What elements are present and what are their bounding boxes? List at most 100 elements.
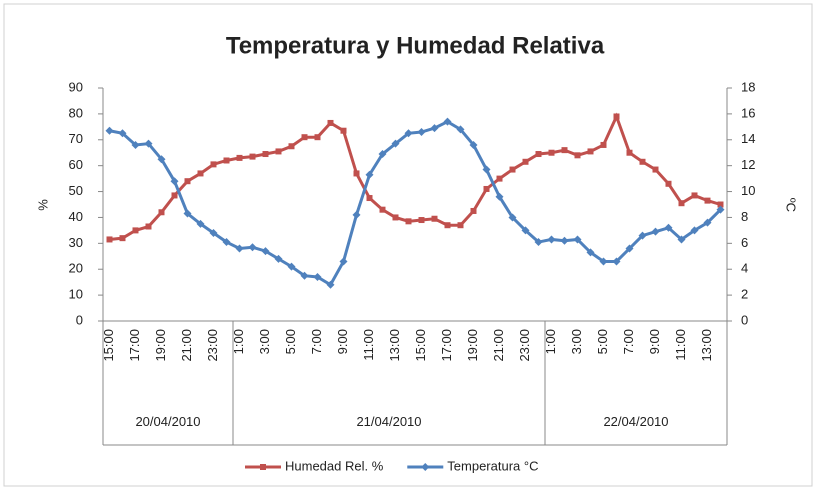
point [183,209,192,218]
point [704,197,711,204]
point [327,119,334,126]
chart-title: Temperatura y Humedad Relativa [226,32,605,59]
point [209,228,218,237]
point [482,165,491,174]
x-tick-label: 1:00 [543,329,558,354]
point [625,244,634,253]
legend-marker [260,464,266,470]
x-tick-label: 21:00 [179,329,194,362]
x-tick-label: 3:00 [569,329,584,354]
point [288,143,295,150]
point [118,129,127,138]
x-tick-label: 9:00 [647,329,662,354]
point [716,205,725,214]
y2-tick-label: 0 [741,312,748,327]
point [561,147,568,154]
x-tick-label: 23:00 [205,329,220,362]
y-tick-label: 80 [69,105,83,120]
point [353,170,360,177]
point [456,125,465,134]
y-tick-label: 0 [76,312,83,327]
point [677,235,686,244]
x-tick-label: 15:00 [413,329,428,362]
y2-axis-title: ºC [784,198,799,212]
x-tick-label: 19:00 [153,329,168,362]
point [222,238,231,247]
x-tick-label: 11:00 [673,329,688,361]
point [405,218,412,225]
point [651,227,660,236]
legend-label: Temperatura °C [447,458,538,473]
point [300,271,309,280]
point [314,134,321,141]
point [418,217,425,224]
point [548,149,555,156]
point [573,235,582,244]
point [275,148,282,155]
x-tick-label: 1:00 [231,329,246,354]
x-tick-label: 17:00 [127,329,142,362]
point [444,222,451,229]
y-axis-title: % [35,199,50,211]
y2-tick-label: 8 [741,209,748,224]
point [690,226,699,235]
point [586,248,595,257]
point [612,257,621,266]
point [170,177,179,186]
x-tick-label: 19:00 [465,329,480,362]
x-tick-label: 17:00 [439,329,454,362]
point [223,157,230,164]
x-tick-label: 7:00 [621,329,636,354]
chart-frame [3,3,813,487]
point [379,206,386,213]
point [430,124,439,133]
point [248,243,257,252]
y2-tick-label: 14 [741,131,755,146]
x-tick-label: 3:00 [257,329,272,354]
point [210,161,217,168]
y-tick-label: 50 [69,183,83,198]
point [184,178,191,185]
x-tick-label: 11:00 [361,329,376,361]
point [197,170,204,177]
x-tick-label: 5:00 [595,329,610,354]
point [431,215,438,222]
point [638,231,647,240]
point [534,238,543,247]
y-tick-label: 70 [69,131,83,146]
legend-label: Humedad Rel. % [285,458,384,473]
point [521,226,530,235]
point [417,128,426,137]
point [301,134,308,141]
point [262,151,269,158]
y2-tick-label: 12 [741,157,755,172]
y-tick-label: 90 [69,79,83,94]
point [249,153,256,160]
x-group-label: 22/04/2010 [603,414,668,429]
point [145,223,152,230]
point [522,158,529,165]
y2-tick-label: 4 [741,261,748,276]
point [131,140,140,149]
point [547,235,556,244]
point [678,200,685,207]
y2-tick-label: 16 [741,105,755,120]
point [392,214,399,221]
legend-marker [421,463,430,471]
point [313,272,322,281]
point [391,139,400,148]
point [352,210,361,219]
point [600,141,607,148]
y-tick-label: 20 [69,261,83,276]
x-tick-label: 23:00 [517,329,532,362]
point [470,207,477,214]
point [365,170,374,179]
point [340,127,347,134]
y2-tick-label: 10 [741,183,755,198]
point [691,192,698,199]
point [560,236,569,245]
point [457,222,464,229]
x-tick-label: 13:00 [699,329,714,362]
point [508,213,517,222]
